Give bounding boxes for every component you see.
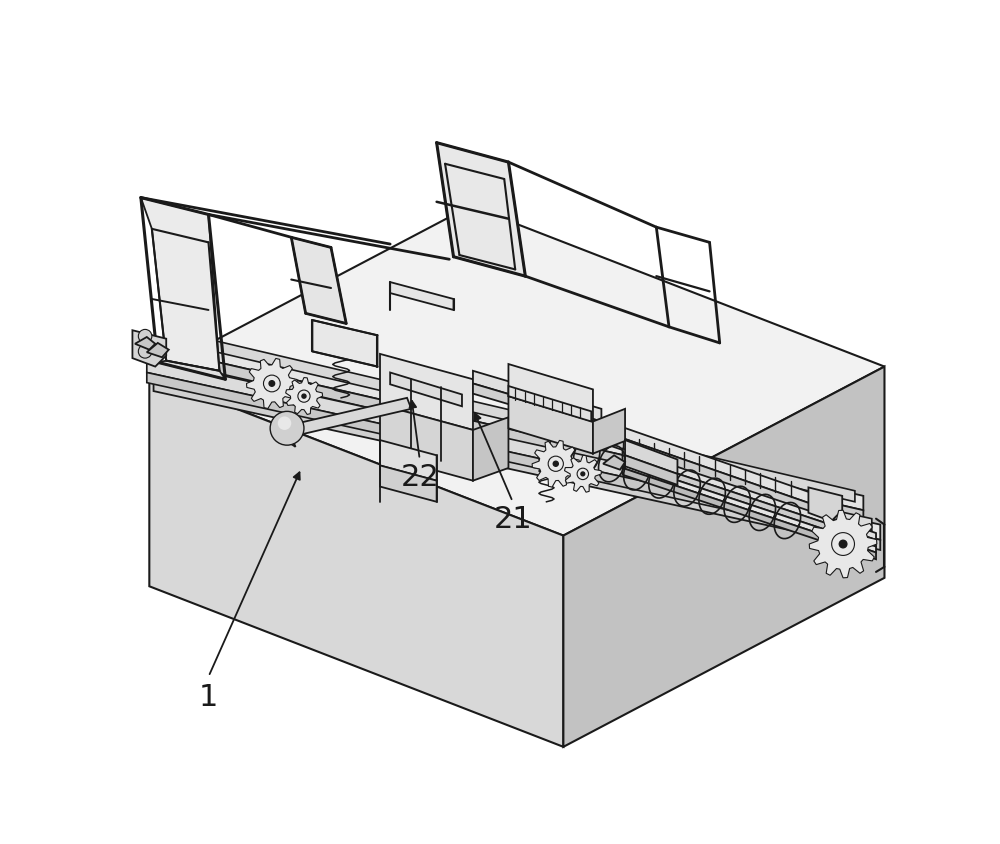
Circle shape [553,462,558,467]
Polygon shape [623,468,876,560]
Circle shape [577,468,589,480]
Circle shape [269,381,275,387]
Polygon shape [286,378,323,415]
Polygon shape [623,456,876,547]
Polygon shape [623,463,876,553]
Polygon shape [380,441,437,481]
Polygon shape [390,373,462,407]
Polygon shape [170,338,863,511]
Polygon shape [625,441,677,474]
Polygon shape [287,398,411,437]
Polygon shape [473,371,601,422]
Polygon shape [437,143,525,277]
Polygon shape [291,238,346,324]
Polygon shape [170,331,855,502]
Polygon shape [532,441,579,488]
Polygon shape [380,354,473,430]
Polygon shape [508,365,593,422]
Text: 1: 1 [199,682,218,711]
Polygon shape [170,352,863,522]
Polygon shape [601,420,813,505]
Circle shape [278,417,291,430]
Polygon shape [601,431,813,517]
Text: 22: 22 [400,463,439,491]
Polygon shape [380,466,437,502]
Polygon shape [158,361,225,380]
Polygon shape [147,360,872,532]
Polygon shape [280,426,296,447]
Polygon shape [312,321,377,367]
Polygon shape [132,331,166,367]
Polygon shape [380,405,473,481]
Polygon shape [147,344,169,358]
Circle shape [548,457,563,472]
Polygon shape [149,207,884,536]
Polygon shape [390,283,454,311]
Circle shape [270,412,304,446]
Text: 21: 21 [493,505,532,533]
Polygon shape [473,418,508,481]
Polygon shape [154,367,880,540]
Circle shape [302,395,306,398]
Circle shape [138,345,152,359]
Polygon shape [147,373,872,542]
Polygon shape [141,198,219,371]
Circle shape [581,473,585,476]
Polygon shape [247,359,297,409]
Circle shape [298,391,310,403]
Polygon shape [565,456,601,493]
Polygon shape [135,338,155,350]
Polygon shape [625,456,677,485]
Polygon shape [593,409,625,454]
Polygon shape [808,488,842,522]
Circle shape [138,330,152,344]
Circle shape [839,541,847,549]
Polygon shape [508,387,591,422]
Circle shape [832,533,854,556]
Polygon shape [473,384,601,432]
Polygon shape [508,397,593,454]
Polygon shape [149,376,563,747]
Polygon shape [623,449,876,540]
Circle shape [263,376,280,392]
Polygon shape [154,381,880,550]
Polygon shape [603,456,625,470]
Polygon shape [563,367,884,747]
Polygon shape [809,511,877,578]
